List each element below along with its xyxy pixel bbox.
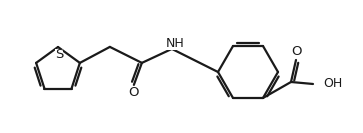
Text: OH: OH: [323, 78, 342, 90]
Text: O: O: [292, 45, 302, 59]
Text: NH: NH: [166, 37, 184, 50]
Text: O: O: [129, 86, 139, 99]
Text: S: S: [55, 49, 63, 61]
